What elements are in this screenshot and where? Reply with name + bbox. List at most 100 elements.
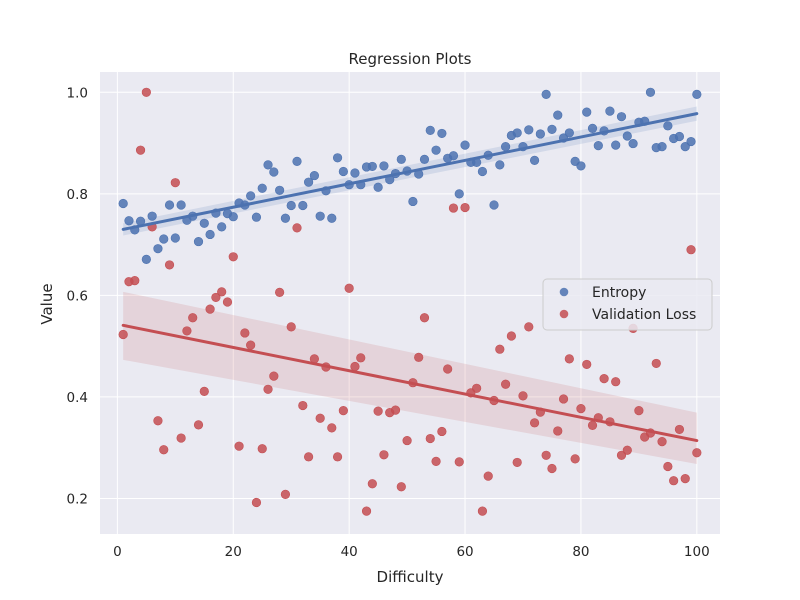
entropy-point [576,161,586,171]
entropy-point [611,140,621,150]
validation-loss-point [634,406,644,416]
entropy-point [587,123,598,133]
validation-loss-point [402,435,412,446]
validation-loss-point [622,445,632,455]
entropy-point [263,160,273,170]
entropy-point [246,191,256,201]
entropy-point [419,154,430,164]
validation-loss-point [414,352,424,362]
validation-loss-point [193,420,204,430]
entropy-point [373,182,383,192]
validation-loss-point [390,405,401,415]
entropy-point [645,87,656,97]
entropy-point [553,110,563,120]
validation-loss-point [199,386,209,396]
validation-loss-point [350,361,360,372]
validation-loss-point [228,252,238,262]
validation-loss-point [303,452,314,462]
entropy-point [541,89,551,99]
validation-loss-point [663,461,673,472]
entropy-point [396,154,406,164]
validation-loss-point [512,457,522,468]
entropy-point [535,129,545,139]
entropy-point [460,140,470,150]
validation-loss-point [657,437,667,447]
entropy-point [153,244,163,254]
validation-loss-point [135,145,146,155]
entropy-point [118,198,128,209]
validation-loss-point [361,506,372,516]
entropy-point [275,185,285,195]
entropy-point [454,189,464,199]
validation-loss-point [547,463,557,474]
x-tick-label: 20 [225,544,242,560]
legend-marker-validation-loss [559,309,569,319]
regression-lines [121,112,699,443]
validation-loss-point [327,423,337,433]
entropy-point [431,145,441,155]
validation-loss-point [425,433,435,444]
validation-loss-point [611,377,621,387]
y-tick-label: 0.6 [67,288,88,304]
validation-loss-point [431,456,441,467]
legend: Entropy Validation Loss [542,278,713,331]
entropy-point [564,128,574,138]
y-axis-label: Value [38,283,56,324]
entropy-point [529,155,540,165]
validation-loss-point [222,297,233,307]
entropy-point [547,124,557,134]
validation-loss-point [257,444,267,454]
validation-loss-point [419,313,430,323]
validation-loss-point [483,471,493,481]
legend-marker-entropy [559,287,569,297]
x-tick-label: 40 [341,544,358,560]
validation-loss-point [182,326,192,336]
validation-loss-point [118,329,128,340]
validation-loss-point [159,445,169,455]
validation-loss-point [379,450,389,460]
validation-loss-point [524,322,534,332]
validation-loss-point [448,203,459,213]
entropy-point [315,211,325,221]
validation-loss-point [541,450,551,460]
validation-loss-point [454,457,464,467]
validation-loss-point [298,400,308,411]
validation-loss-point [553,426,563,436]
validation-loss-point [344,283,354,293]
x-tick-label: 60 [456,544,473,560]
entropy-point [228,212,238,222]
entropy-point [616,112,627,122]
entropy-point [495,160,505,170]
grid-lines [100,72,720,534]
entropy-point [350,168,360,178]
legend-label-validation-loss: Validation Loss [592,307,696,323]
legend-box [542,278,713,331]
validation-loss-point [338,406,348,416]
entropy-point [379,161,389,171]
validation-loss-point [570,454,580,464]
validation-loss-point [188,313,198,323]
validation-loss-point [472,383,482,393]
legend-label-entropy: Entropy [592,285,646,301]
validation-loss-point [506,331,517,341]
entropy-point [199,218,209,228]
validation-loss-point [373,406,383,416]
entropy-point [327,213,337,223]
entropy-point [489,200,499,210]
validation-loss-point [234,441,244,451]
validation-loss-point [443,364,453,374]
entropy-point [437,128,447,139]
entropy-point [367,161,377,172]
entropy-point [251,212,262,222]
entropy-point [628,138,638,149]
entropy-point [657,142,667,152]
validation-loss-point [576,404,586,414]
entropy-point [338,166,348,177]
validation-loss-point [686,245,696,255]
entropy-point [622,131,632,141]
validation-loss-point [315,413,325,423]
entropy-point [280,213,291,223]
validation-loss-point [153,416,163,426]
validation-loss-point [501,379,511,389]
validation-loss-point [674,424,685,435]
